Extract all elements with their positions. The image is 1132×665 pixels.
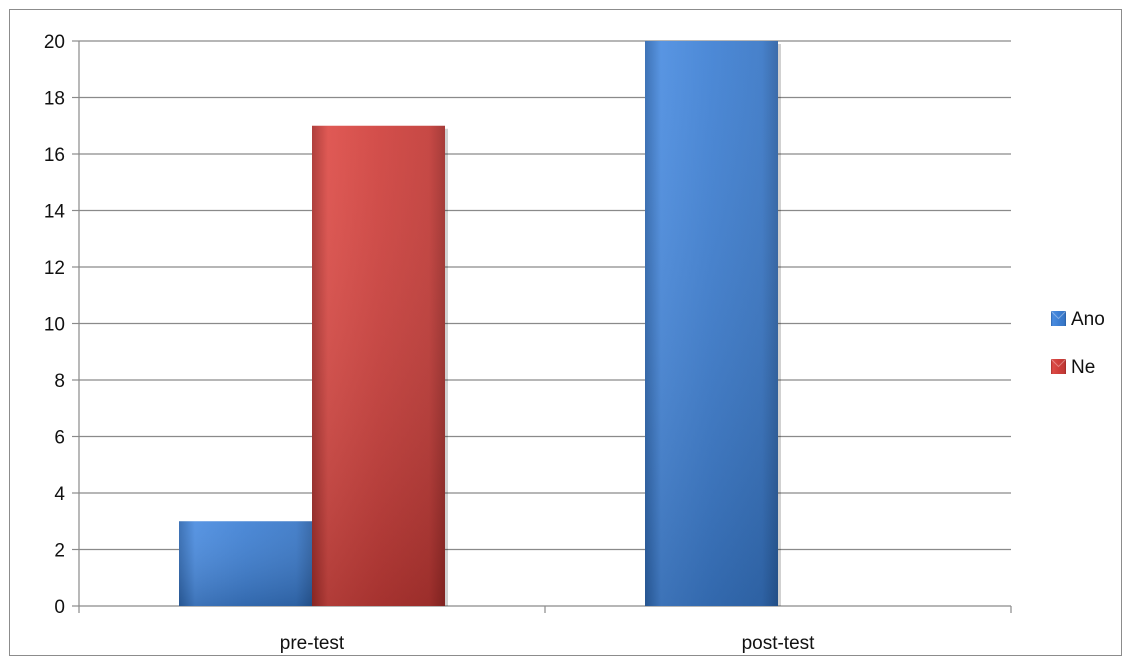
legend-swatch-bevel [1050, 310, 1067, 320]
bar-ne-pre-test-shade [312, 125, 445, 606]
bars [179, 41, 781, 606]
bar-ano-post-test-shade [645, 41, 778, 606]
y-tick-label: 16 [44, 145, 65, 166]
y-tick-label: 18 [44, 89, 65, 110]
y-tick-label: 10 [44, 315, 65, 336]
y-tick-label: 8 [54, 371, 65, 392]
legend-swatch-ano [1051, 311, 1066, 326]
bar-ano-pre-test-shade [179, 521, 312, 606]
legend-label-ano: Ano [1071, 309, 1105, 330]
gridlines [79, 40, 1011, 551]
y-tick-label: 4 [54, 484, 65, 505]
y-tick-label: 0 [54, 597, 65, 618]
y-tick-label: 12 [44, 258, 65, 279]
x-tick-label: pre-test [280, 633, 345, 654]
x-tick-label: post-test [742, 633, 816, 654]
y-tick-label: 6 [54, 428, 65, 449]
y-tick-label: 2 [54, 541, 65, 562]
legend: Ano Ne [1050, 309, 1105, 378]
y-tick-label: 20 [44, 32, 65, 53]
y-tick-label: 14 [44, 202, 66, 223]
legend-swatch-bevel [1050, 358, 1067, 368]
y-tick-labels: 0 2 4 6 8 10 12 14 16 18 20 [44, 32, 66, 618]
legend-swatch-ne [1051, 359, 1066, 374]
legend-label-ne: Ne [1071, 357, 1095, 378]
x-tick-labels: pre-test post-test [280, 633, 815, 654]
